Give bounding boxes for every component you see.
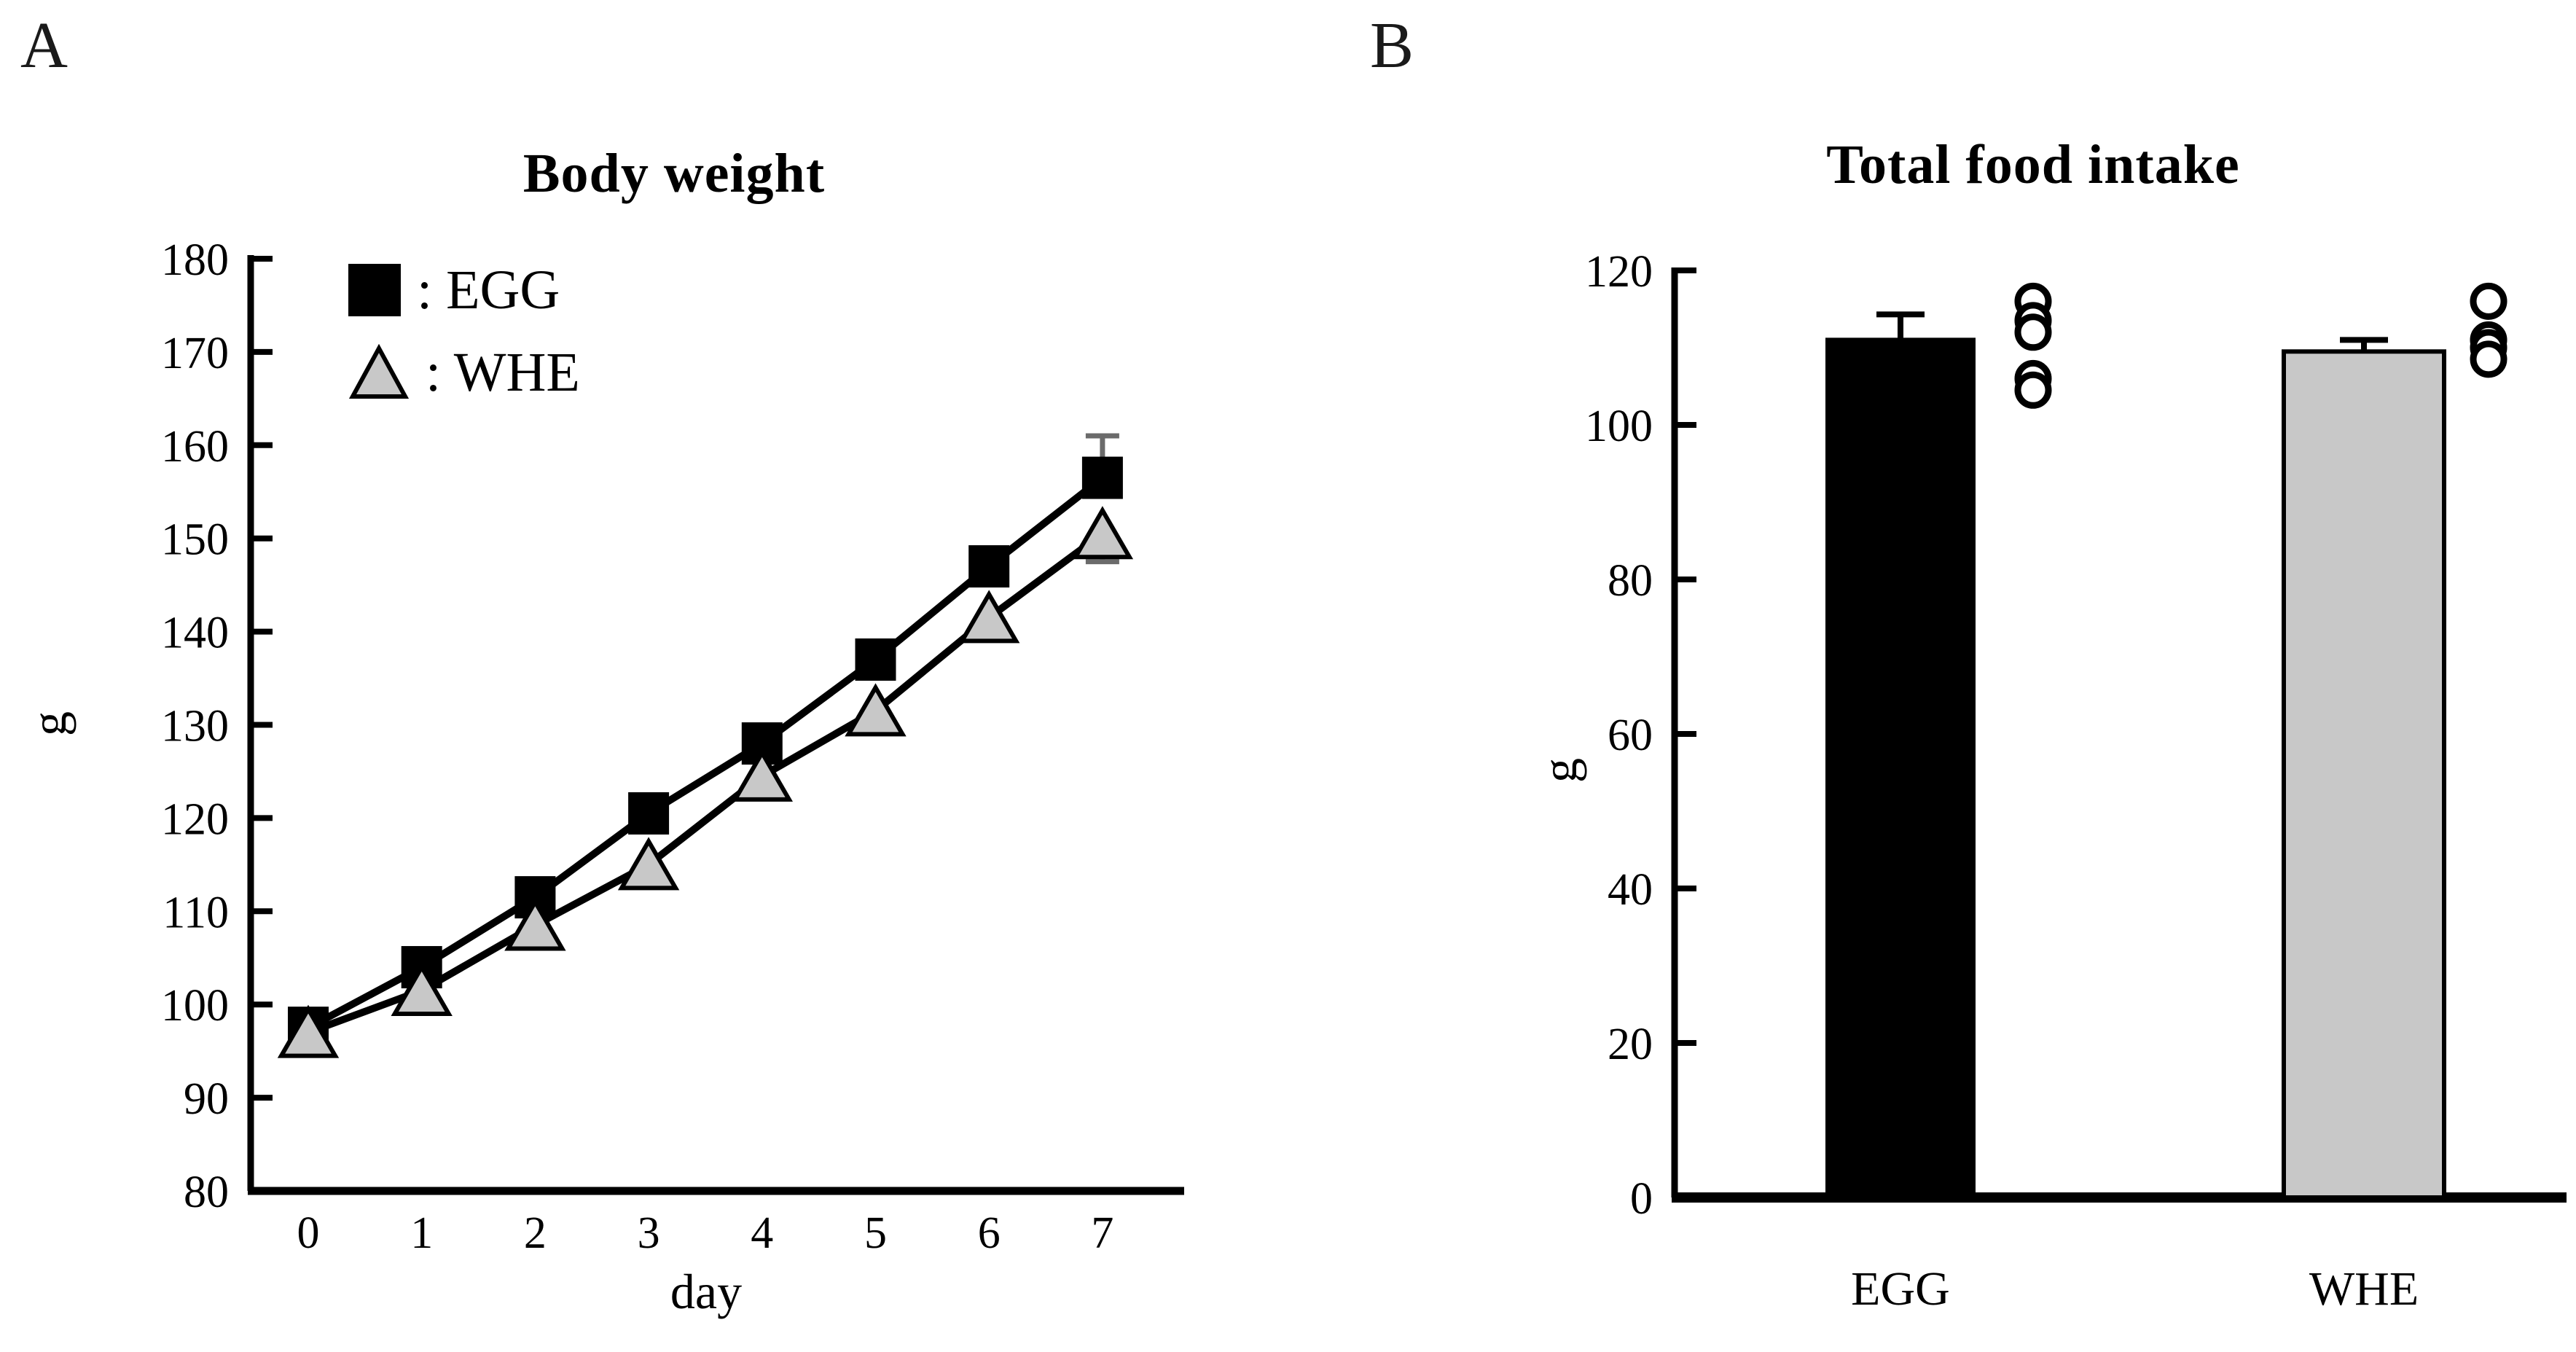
panel-a-y-tick-label: 120 — [161, 794, 229, 844]
panel-a-x-tick-label: 6 — [978, 1208, 1001, 1258]
panel-a-y-tick-label: 100 — [161, 981, 229, 1031]
egg-square-marker — [968, 545, 1010, 588]
legend-row-whe: : WHE — [348, 344, 580, 401]
whe-triangle-marker — [845, 683, 907, 737]
panel-b-y-tick-label: 20 — [1608, 1020, 1653, 1069]
panel-a-y-tick-label: 110 — [163, 888, 229, 937]
panel-b-y-tick-label: 120 — [1585, 247, 1653, 297]
legend-row-egg: : EGG — [348, 262, 580, 318]
panel-b-y-axis-label: g — [1527, 738, 1592, 803]
panel-b-y-tick-label: 40 — [1608, 865, 1653, 915]
panel-a-letter: A — [20, 9, 68, 82]
panel-a-x-tick-label: 1 — [410, 1208, 433, 1258]
panel-a-x-tick-label: 7 — [1091, 1208, 1113, 1258]
whe-triangle-marker — [731, 748, 793, 802]
panel-a-x-tick-label: 5 — [864, 1208, 887, 1258]
whe-triangle-marker — [391, 963, 453, 1017]
panel-b-letter: B — [1370, 9, 1414, 82]
panel-b-y-tick-label: 60 — [1608, 711, 1653, 760]
legend-label-whe: : WHE — [426, 342, 580, 403]
panel-b-category-whe: WHE — [2309, 1262, 2419, 1316]
whe-triangle-marker — [504, 897, 566, 951]
egg-data-point — [2014, 313, 2052, 351]
panel-a-title: Body weight — [522, 143, 826, 204]
egg-bar — [1825, 337, 1976, 1200]
panel-a-y-axis-label: g — [16, 691, 82, 757]
panel-b-y-tick-label: 100 — [1585, 402, 1653, 451]
egg-square-icon — [348, 264, 401, 316]
whe-triangle-marker — [277, 1004, 340, 1058]
panel-a-y-tick-label: 130 — [161, 702, 229, 751]
panel-a-y-tick-label: 140 — [161, 609, 229, 658]
whe-triangle-icon — [348, 344, 410, 399]
panel-a-y-axis-label-text: g — [21, 711, 77, 736]
egg-square-marker — [1081, 456, 1123, 499]
panel-a-y-tick-label: 180 — [161, 235, 229, 285]
panel-a-y-tick-label: 160 — [161, 422, 229, 472]
whe-triangle-marker — [617, 837, 680, 891]
panel-a-x-axis-label: day — [670, 1264, 743, 1319]
panel-a-y-tick-label: 80 — [184, 1168, 229, 1217]
whe-bar — [2282, 349, 2446, 1200]
panel-a-x-tick-label: 0 — [297, 1208, 320, 1258]
panel-b-y-tick-label: 0 — [1630, 1174, 1653, 1224]
whe-triangle-marker — [958, 590, 1020, 644]
panel-a-y-tick-label: 90 — [184, 1074, 229, 1124]
whe-data-point — [2470, 340, 2508, 378]
egg-square-marker — [855, 638, 896, 681]
panel-a-legend: : EGG : WHE — [348, 262, 580, 401]
whe-triangle-marker — [1071, 506, 1134, 560]
panel-b-y-tick-label: 80 — [1608, 556, 1653, 606]
legend-label-egg: : EGG — [417, 259, 560, 321]
panel-b-title: Total food intake — [1826, 134, 2240, 195]
panel-b-y-axis-label-text: g — [1532, 758, 1587, 783]
egg-square-marker — [628, 792, 670, 835]
whe-data-point — [2470, 282, 2508, 320]
panel-a-x-tick-label: 2 — [524, 1208, 547, 1258]
panel-b-category-egg: EGG — [1851, 1262, 1950, 1316]
panel-a-y-tick-label: 170 — [161, 329, 229, 378]
egg-data-point — [2014, 371, 2052, 409]
panel-a-x-tick-label: 3 — [638, 1208, 660, 1258]
panel-a-x-tick-label: 4 — [751, 1208, 773, 1258]
panel-a-y-tick-label: 150 — [161, 515, 229, 565]
